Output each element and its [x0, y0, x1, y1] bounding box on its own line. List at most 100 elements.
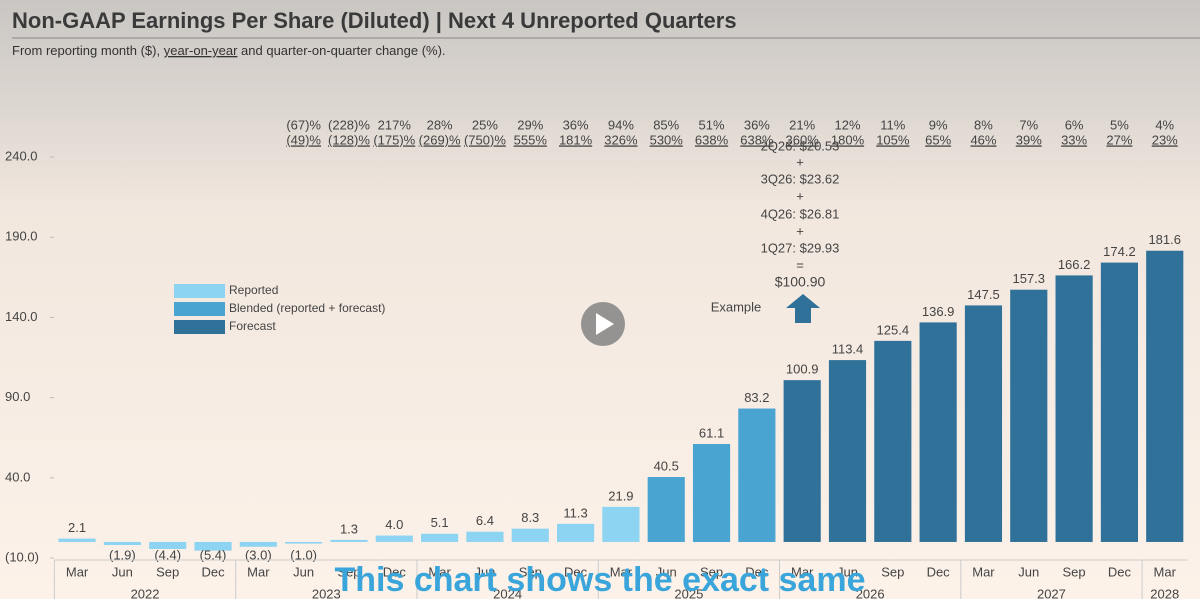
value-label: 147.5: [967, 287, 1000, 302]
bar: [1146, 250, 1184, 542]
value-label: 2.1: [68, 520, 86, 535]
bar: [647, 477, 685, 542]
y-tick-label: 40.0: [5, 469, 30, 484]
subtitle-part: year-on-year: [164, 43, 238, 58]
x-tick-label: Jun: [1018, 564, 1039, 579]
x-tick-label: Mar: [1154, 564, 1177, 579]
yoy-label: 65%: [925, 132, 951, 147]
yoy-label: (128)%: [328, 132, 370, 147]
qoq-label: 36%: [563, 117, 589, 132]
value-label: 83.2: [744, 390, 769, 405]
annotation-label: Example: [711, 299, 762, 314]
qoq-label: (228)%: [328, 117, 370, 132]
yoy-label: 46%: [970, 132, 996, 147]
plot: (10.0) 40.0 90.0 140.0 190.0 240.0 2.1 (1.9) (4.…: [5, 117, 1188, 601]
bar: [194, 541, 232, 551]
legend-label: Reported: [229, 283, 278, 297]
legend-label: Forecast: [229, 319, 276, 333]
yoy-label: 27%: [1106, 132, 1132, 147]
x-tick-label: Sep: [337, 564, 360, 579]
value-label: (3.0): [245, 547, 272, 562]
qoq-label: 25%: [472, 117, 498, 132]
yoy-label: 39%: [1016, 132, 1042, 147]
value-label: (4.4): [154, 547, 181, 562]
caption: This chart shows the exact same: [335, 561, 866, 599]
y-tick-label: 190.0: [5, 229, 38, 244]
x-tick-label: Dec: [927, 564, 951, 579]
qoq-label: 6%: [1065, 117, 1084, 132]
qoq-label: 5%: [1110, 117, 1129, 132]
bar: [783, 380, 821, 542]
y-tick-label: (10.0): [5, 549, 39, 564]
subtitle-part: From reporting month ($),: [12, 43, 164, 58]
bar: [58, 538, 96, 542]
year-label: 2028: [1150, 586, 1179, 599]
bar: [375, 535, 413, 542]
yoy-label: 33%: [1061, 132, 1087, 147]
x-tick-label: Dec: [564, 564, 588, 579]
value-label: 181.6: [1148, 232, 1181, 247]
yoy-label: 326%: [604, 132, 638, 147]
x-tick-label: Mar: [972, 564, 995, 579]
x-tick-label: Mar: [428, 564, 451, 579]
annotation-line: 2Q26: $20.53: [761, 138, 840, 153]
qoq-label: 28%: [427, 117, 453, 132]
bar: [421, 533, 459, 542]
value-label: (5.4): [200, 547, 227, 562]
yoy-label: 180%: [831, 132, 865, 147]
qoq-label: 36%: [744, 117, 770, 132]
legend-swatch: [174, 302, 225, 316]
value-label: 40.5: [654, 458, 679, 473]
play-icon: [596, 313, 614, 335]
qoq-label: (67)%: [286, 117, 321, 132]
year-label: 2025: [674, 586, 703, 599]
annotation-line: 3Q26: $23.62: [761, 171, 840, 186]
qoq-label: 51%: [699, 117, 725, 132]
bar: [919, 322, 957, 542]
yoy-label: (269)%: [419, 132, 461, 147]
yoy-label: (750)%: [464, 132, 506, 147]
x-tick-label: Sep: [700, 564, 723, 579]
yoy-label: 23%: [1152, 132, 1178, 147]
annotation-line: =: [796, 257, 804, 272]
value-label: 4.0: [385, 517, 403, 532]
value-label: (1.9): [109, 547, 136, 562]
bar: [964, 305, 1003, 542]
x-tick-label: Dec: [745, 564, 769, 579]
value-label: 11.3: [563, 505, 587, 520]
annotation-line: 1Q27: $29.93: [761, 240, 840, 255]
qoq-label: 217%: [378, 117, 412, 132]
bar: [511, 528, 549, 542]
yoy-label: 530%: [650, 132, 684, 147]
x-tick-label: Mar: [247, 564, 270, 579]
bar: [149, 541, 187, 550]
year-label: 2024: [493, 586, 522, 599]
bar: [828, 360, 867, 542]
bar: [692, 443, 731, 542]
x-tick-label: Mar: [610, 564, 633, 579]
bar: [556, 523, 595, 542]
yoy-label: 105%: [876, 132, 910, 147]
annotation-line: $100.90: [775, 274, 826, 290]
year-label: 2023: [312, 586, 341, 599]
qoq-label: 9%: [929, 117, 948, 132]
bar: [874, 340, 912, 542]
bar: [285, 541, 323, 544]
qoq-label: 8%: [974, 117, 993, 132]
value-label: 136.9: [922, 304, 955, 319]
year-label: 2027: [1037, 586, 1066, 599]
value-label: 1.3: [340, 521, 358, 536]
y-tick-label: 240.0: [5, 149, 38, 164]
x-tick-label: Sep: [1063, 564, 1086, 579]
year-label: 2026: [856, 586, 885, 599]
x-tick-label: Mar: [66, 564, 89, 579]
value-label: 5.1: [431, 515, 449, 530]
value-label: 166.2: [1058, 257, 1091, 272]
bar: [103, 541, 141, 546]
value-label: 61.1: [699, 425, 724, 440]
x-tick-label: Sep: [519, 564, 542, 579]
qoq-label: 29%: [517, 117, 543, 132]
x-tick-label: Sep: [881, 564, 904, 579]
